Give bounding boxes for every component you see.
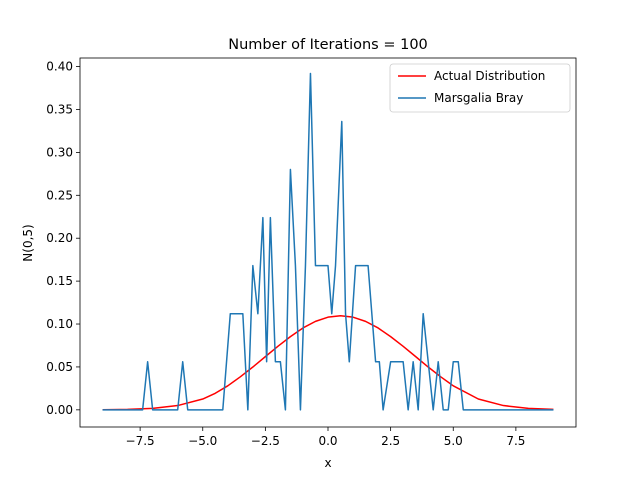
series-line-1 <box>102 314 554 411</box>
x-tick-label: 7.5 <box>506 434 525 448</box>
x-tick-label: −5.0 <box>188 434 217 448</box>
x-tick-label: 0.0 <box>318 434 337 448</box>
legend: Actual Distribution Marsgalia Bray <box>389 63 571 113</box>
x-tick-label: 5.0 <box>444 434 463 448</box>
y-tick-label: 0.40 <box>46 60 73 74</box>
y-axis-title: N(0,5) <box>21 224 35 261</box>
x-axis: −7.5 −5.0 −2.5 0.0 2.5 5.0 7.5 <box>126 427 525 448</box>
legend-box <box>389 63 571 113</box>
y-tick-label: 0.20 <box>46 231 73 245</box>
x-tick-label: −2.5 <box>251 434 280 448</box>
y-tick-label: 0.15 <box>46 274 73 288</box>
y-tick-label: 0.00 <box>46 403 73 417</box>
x-tick-label: −7.5 <box>126 434 155 448</box>
x-axis-title: x <box>324 456 331 470</box>
y-tick-label: 0.10 <box>46 317 73 331</box>
y-tick-label: 0.25 <box>46 188 73 202</box>
y-tick-label: 0.30 <box>46 145 73 159</box>
y-tick-label: 0.05 <box>46 360 73 374</box>
y-tick-label: 0.35 <box>46 102 73 116</box>
legend-label-2: Marsgalia Bray <box>434 91 523 105</box>
chart-title: Number of Iterations = 100 <box>228 37 428 53</box>
legend-label-1: Actual Distribution <box>434 69 545 83</box>
y-axis: 0.00 0.05 0.10 0.15 0.20 0.25 0.30 0.35 0.40 <box>46 60 80 417</box>
x-tick-label: 2.5 <box>381 434 400 448</box>
series-line-2 <box>102 72 554 411</box>
